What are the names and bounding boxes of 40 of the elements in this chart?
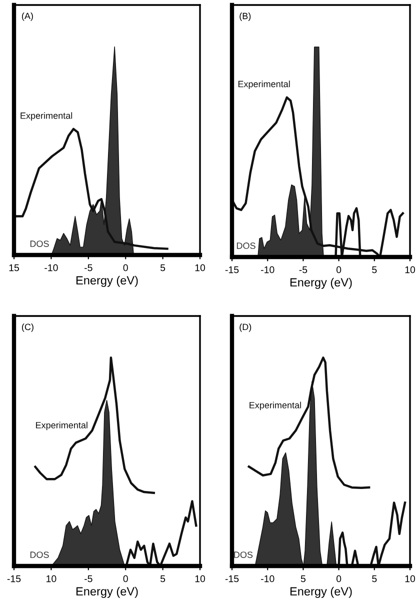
chart-title: (C) [22,324,34,332]
x-tick-label: -15 [225,575,239,582]
x-tick-label: 5 [160,575,166,582]
series-label: DOS [236,242,256,249]
series-label: Experimental [250,402,301,410]
x-tick-label: -5 [84,264,92,272]
chart-title: (D) [240,324,252,332]
x-tick-label: 0 [123,264,128,272]
series-label: Experimental [238,80,290,89]
x-axis-title: Energy (eV) [290,278,352,289]
x-axis-title: Energy (eV) [290,586,352,598]
x-tick-label: -15 [225,266,239,274]
x-axis-title: Energy (eV) [76,276,138,287]
x-tick-label: 10 [195,264,206,272]
x-tick-label: 5 [372,266,377,274]
x-tick-label: 10 [195,575,206,582]
x-tick-label: 10 [405,266,416,274]
x-tick-label: 15 [9,264,19,272]
series-label: DOS [234,552,253,558]
series-label: DOS [30,240,49,247]
x-tick-label: 10 [405,575,416,582]
x-tick-label: 5 [160,264,166,272]
x-tick-label: -10 [261,266,274,274]
x-tick-label: -5 [299,266,308,274]
chart-title: (A) [22,12,33,21]
x-tick-label: 0 [123,575,128,582]
x-axis-title: Energy (eV) [76,586,138,598]
x-tick-label: 10 [46,575,56,582]
series-label: Experimental [20,112,72,121]
x-tick-label: 5 [372,575,377,582]
x-tick-label: 0 [336,266,342,274]
x-tick-label: -15 [7,575,21,582]
x-tick-label: -10 [44,264,58,272]
series-label: DOS [30,552,49,558]
x-tick-label: -10 [261,575,274,582]
x-tick-label: 5 [300,575,306,582]
x-tick-label: 0 [336,575,342,582]
chart-title: (B) [240,12,251,21]
x-tick-label: -5 [84,575,92,582]
series-label: Experimental [36,422,88,430]
